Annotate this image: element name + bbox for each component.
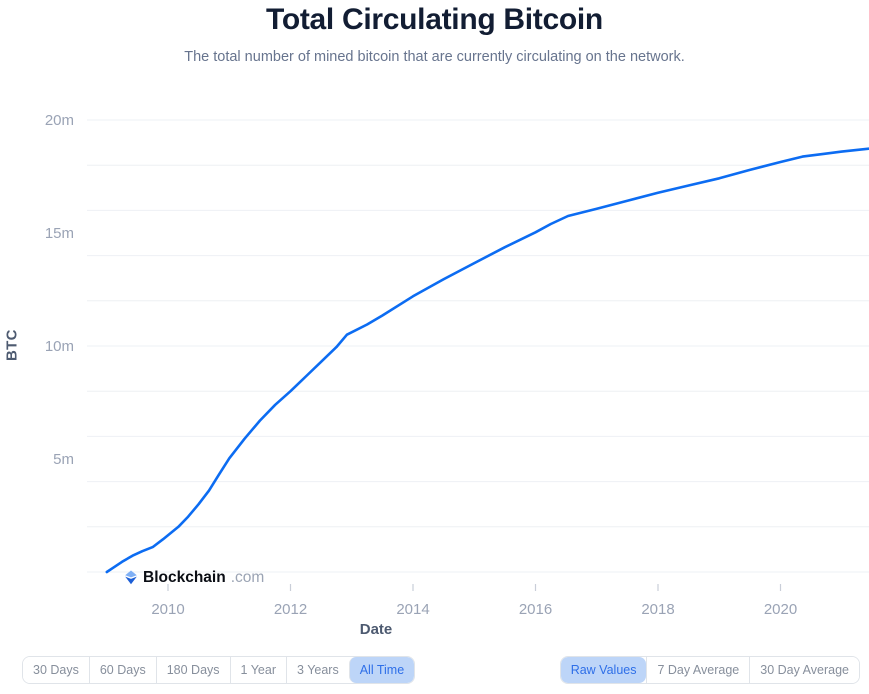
range-button-60-days[interactable]: 60 Days: [88, 657, 156, 683]
range-button-all-time[interactable]: All Time: [348, 657, 415, 683]
value-mode-button-group: Raw Values 7 Day Average 30 Day Average: [559, 656, 860, 684]
x-tick-label-2020: 2020: [764, 601, 797, 618]
circulating-bitcoin-line-chart: 2010 2012 2014 2016 2018 2020 5m 10m 15m 20m: [45, 112, 869, 618]
time-range-button-group: 30 Days 60 Days 180 Days 1 Year 3 Years …: [22, 656, 416, 684]
watermark-suffix-text: .com: [230, 568, 265, 586]
range-button-180-days[interactable]: 180 Days: [155, 657, 230, 683]
x-tick-label-2010: 2010: [151, 601, 184, 618]
y-tick-label-5m: 5m: [53, 451, 74, 468]
y-axis-title: BTC: [3, 329, 21, 361]
blockchain-logo-icon: [125, 570, 137, 585]
range-button-1-year[interactable]: 1 Year: [229, 657, 286, 683]
mode-button-30-day-average[interactable]: 30 Day Average: [749, 657, 859, 683]
range-button-30-days[interactable]: 30 Days: [23, 657, 89, 683]
y-tick-label-15m: 15m: [45, 225, 74, 242]
total-circulating-bitcoin-series-line[interactable]: [105, 147, 869, 574]
range-button-3-years[interactable]: 3 Years: [286, 657, 349, 683]
mode-button-7-day-average[interactable]: 7 Day Average: [646, 657, 750, 683]
page-subtitle: The total number of mined bitcoin that a…: [184, 49, 685, 65]
watermark-brand-text: Blockchain: [143, 568, 226, 586]
mode-button-raw-values[interactable]: Raw Values: [560, 657, 647, 683]
x-tick-label-2016: 2016: [519, 601, 552, 618]
y-tick-label-20m: 20m: [45, 112, 74, 129]
x-tick-label-2018: 2018: [641, 601, 674, 618]
x-tick-label-2014: 2014: [396, 601, 429, 618]
x-axis-title: Date: [359, 621, 393, 638]
y-tick-label-10m: 10m: [45, 338, 74, 355]
page-title: Total Circulating Bitcoin: [266, 3, 603, 36]
blockchain-watermark-link[interactable]: Blockchain .com: [124, 568, 264, 587]
x-tick-label-2012: 2012: [274, 601, 307, 618]
